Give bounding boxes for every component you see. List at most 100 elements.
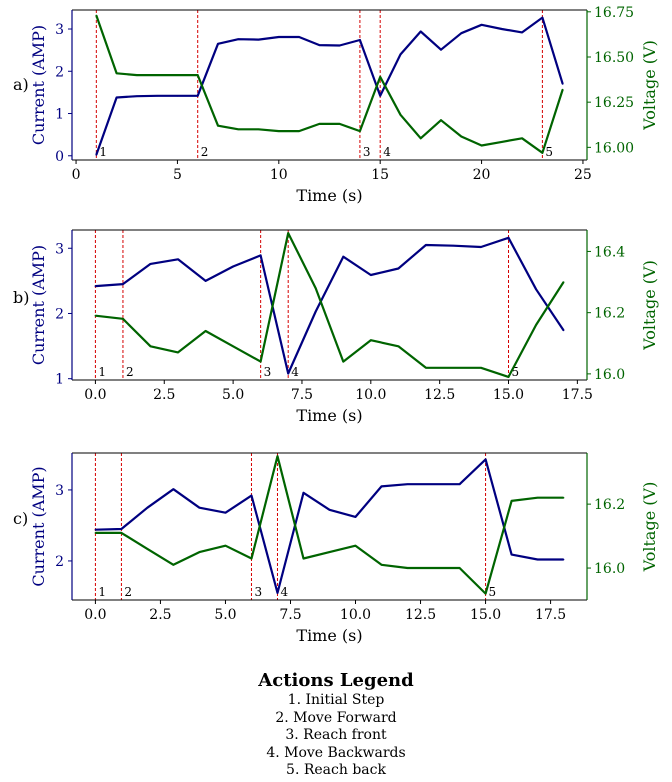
voltage-point-7: [276, 455, 279, 457]
current-line: [95, 236, 565, 375]
action-label-3: 3: [254, 585, 262, 599]
voltage-point-4: [176, 74, 179, 76]
current-point-18: [562, 558, 565, 561]
voltage-point-18: [562, 496, 565, 499]
y-left-tick-label: 3: [55, 22, 64, 38]
current-point-5: [232, 265, 234, 268]
voltage-point-2: [146, 548, 149, 550]
x-tick-label: 15.0: [470, 607, 501, 623]
current-point-6: [250, 494, 253, 497]
x-tick-label: 17.5: [562, 387, 593, 403]
voltage-point-14: [379, 76, 381, 78]
current-point-20: [501, 28, 503, 30]
voltage-point-3: [156, 74, 158, 76]
x-tick-label: 0.0: [84, 607, 106, 623]
voltage-point-17: [440, 119, 442, 122]
x-tick-label: 5.0: [222, 387, 244, 403]
current-point-5: [196, 94, 199, 97]
legend-item-3: 3. Reach front: [285, 727, 387, 743]
voltage-point-19: [480, 144, 483, 147]
current-point-19: [480, 23, 483, 26]
current-point-7: [237, 38, 240, 40]
voltage-point-15: [507, 376, 510, 378]
y-right-tick-label: 16.4: [594, 244, 625, 260]
y-left-tick-label: 1: [55, 107, 64, 123]
voltage-point-12: [425, 366, 427, 369]
action-label-2: 2: [126, 365, 134, 379]
y-axis-label-right: Voltage (V): [640, 482, 659, 573]
current-point-9: [278, 36, 280, 38]
voltage-point-18: [460, 135, 463, 138]
voltage-point-17: [562, 281, 565, 283]
x-axis-label: Time (s): [296, 186, 362, 205]
x-tick-label: 25: [574, 167, 592, 183]
panel-b: 1 2 3 4 5 0.0 2.5 5.0 7.5 10.0 12.5 15.0 17.5 Time (s…: [13, 229, 659, 425]
current-point-13: [452, 244, 455, 247]
x-tick-label: 0: [72, 167, 81, 183]
current-point-16: [510, 553, 513, 556]
current-point-7: [287, 372, 289, 375]
y-right-tick-label: 16.00: [594, 140, 634, 156]
voltage-point-0: [94, 532, 97, 534]
current-point-18: [460, 32, 463, 35]
voltage-point-4: [204, 330, 207, 332]
x-tick-label: 12.5: [424, 387, 455, 403]
action-label-3: 3: [363, 145, 371, 159]
y-left-tick-label: 1: [55, 372, 64, 388]
voltage-point-23: [561, 88, 564, 91]
current-point-12: [338, 44, 341, 47]
action-label-4: 4: [280, 585, 288, 599]
current-point-5: [224, 511, 227, 514]
current-point-16: [419, 30, 422, 33]
y-axis-label-right: Voltage (V): [640, 260, 659, 351]
voltage-point-0: [94, 314, 97, 317]
voltage-point-17: [536, 496, 539, 499]
y-left-tick-label: 2: [55, 554, 64, 570]
panel-c: 1 2 3 4 5 0.0 2.5 5.0 7.5 10.0 12.5 15.0 17.5 Time (s…: [13, 452, 659, 645]
current-point-13: [432, 483, 435, 486]
voltage-point-1: [115, 72, 118, 75]
voltage-point-1: [122, 317, 124, 320]
voltage-point-0: [95, 14, 98, 17]
y-right-tick-label: 16.2: [594, 497, 625, 513]
voltage-point-10: [370, 339, 372, 342]
current-point-12: [406, 483, 409, 486]
current-point-1: [120, 528, 123, 530]
current-line: [95, 458, 564, 595]
y-right-tick-label: 16.75: [594, 5, 634, 21]
current-point-14: [379, 94, 381, 97]
action-label-3: 3: [264, 365, 272, 379]
current-point-6: [217, 43, 219, 45]
y-left-tick-label: 3: [55, 483, 64, 499]
current-point-17: [440, 48, 442, 51]
voltage-point-2: [149, 345, 152, 348]
current-point-0: [94, 528, 97, 531]
x-tick-label: 10.0: [355, 387, 386, 403]
current-point-11: [397, 267, 400, 270]
voltage-point-8: [302, 557, 305, 560]
current-point-9: [328, 509, 331, 511]
voltage-point-10: [298, 130, 300, 132]
x-tick-label: 7.5: [291, 387, 313, 403]
voltage-point-20: [501, 141, 503, 143]
action-label-1: 1: [98, 585, 106, 599]
x-tick-label: 15: [371, 167, 389, 183]
y-axis-label-right: Voltage (V): [640, 40, 659, 131]
action-label-1: 1: [98, 365, 106, 379]
current-point-12: [425, 244, 427, 246]
current-point-9: [342, 255, 345, 258]
voltage-point-16: [510, 500, 513, 502]
y-right-tick-label: 16.0: [594, 367, 625, 383]
voltage-point-5: [232, 345, 234, 348]
voltage-point-7: [237, 128, 240, 131]
current-point-15: [484, 458, 487, 461]
x-tick-label: 5: [173, 167, 182, 183]
x-tick-label: 2.5: [149, 607, 171, 623]
y-left-tick-label: 2: [55, 64, 64, 80]
voltage-point-22: [541, 151, 544, 154]
y-right-tick-label: 16.2: [594, 306, 625, 322]
current-point-0: [95, 154, 98, 156]
current-point-3: [156, 94, 158, 97]
action-label-2: 2: [201, 145, 209, 159]
current-point-2: [136, 95, 138, 97]
